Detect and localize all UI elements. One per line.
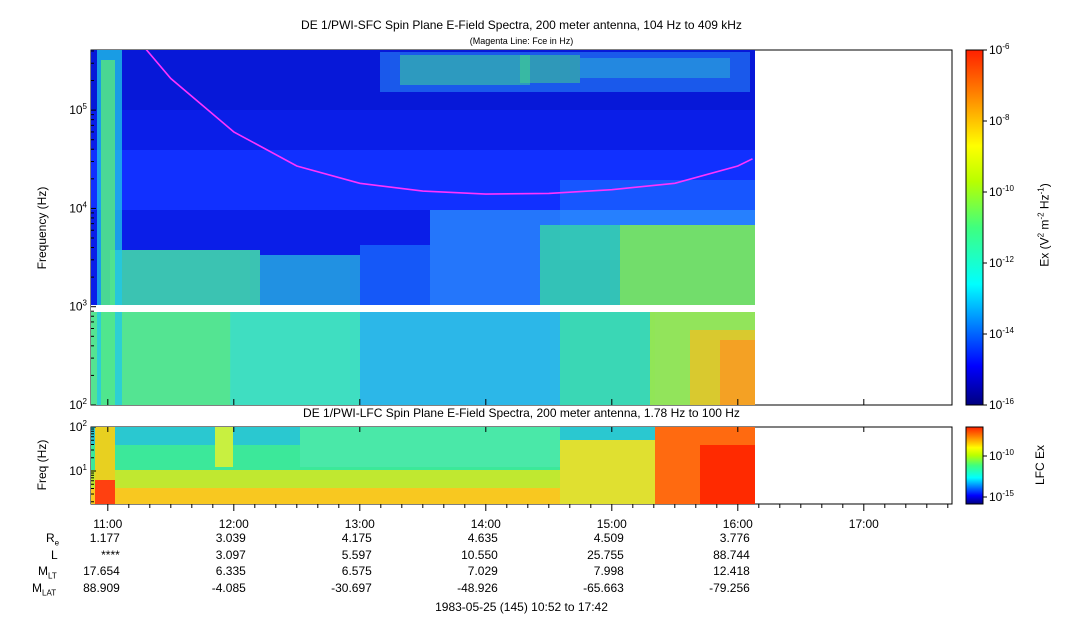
sfc-y-tick-label: 104	[69, 200, 87, 215]
ephemeris-value: 25.755	[587, 548, 624, 562]
lfc-colorbar-label: LFC Ex	[1033, 444, 1047, 486]
ephem-label-re: Re	[46, 531, 60, 548]
time-tick-label: 11:00	[93, 517, 122, 531]
ephemeris-value: -79.256	[709, 581, 750, 595]
time-tick-label: 14:00	[471, 517, 501, 531]
ephemeris-value: -65.663	[583, 581, 624, 595]
sfc-y-tick-label: 105	[69, 102, 87, 117]
ephemeris-value: 3.776	[719, 531, 750, 545]
ephemeris-value: -4.085	[211, 581, 246, 595]
ephemeris-value: 1.177	[89, 531, 120, 545]
ephemeris-value: 5.597	[341, 548, 372, 562]
time-tick-label: 17:00	[849, 517, 879, 531]
ephemeris-value: 10.550	[461, 548, 498, 562]
time-tick-label: 16:00	[723, 517, 753, 531]
time-tick-label: 13:00	[345, 517, 375, 531]
ephemeris-value: 4.175	[341, 531, 372, 545]
sfc-colorbar-tick-label: 10-14	[989, 326, 1014, 341]
lfc-colorbar-tick-label: 10-15	[989, 489, 1014, 504]
lfc-y-tick-label: 102	[69, 419, 87, 434]
ephem-label-mlat: MLAT	[32, 581, 57, 598]
lfc-colorbar-tick-label: 10-10	[989, 448, 1014, 463]
time-range-footer: 1983-05-25 (145) 10:52 to 17:42	[435, 600, 608, 614]
sfc-y-axis-label: Frequency (Hz)	[35, 186, 49, 270]
sfc-colorbar-tick-label: 10-8	[989, 113, 1010, 128]
ephemeris-value: -48.926	[457, 581, 498, 595]
ephemeris-value: 3.097	[215, 548, 246, 562]
ephemeris-value: 4.635	[467, 531, 498, 545]
sfc-y-tick-label: 102	[69, 397, 87, 412]
ephemeris-value: 4.509	[593, 531, 624, 545]
lfc-y-axis-label: Freq (Hz)	[35, 439, 49, 491]
ephemeris-value: 6.335	[215, 564, 246, 578]
ephem-label-l: L	[51, 548, 58, 562]
sfc-colorbar-tick-label: 10-16	[989, 397, 1014, 412]
sfc-colorbar-label: Ex (V2 m-2 Hz-1)	[1036, 183, 1052, 267]
time-tick-label: 12:00	[219, 517, 249, 531]
ephem-label-mlt: MLT	[38, 564, 57, 581]
ephemeris-value: 7.998	[593, 564, 624, 578]
fce-line	[145, 50, 753, 195]
ephemeris-value: -30.697	[331, 581, 372, 595]
time-tick-label: 15:00	[597, 517, 627, 531]
sfc-subtitle: (Magenta Line: Fce in Hz)	[469, 36, 574, 46]
ephemeris-value: 3.039	[215, 531, 246, 545]
sfc-colorbar-tick-label: 10-10	[989, 184, 1014, 199]
ephemeris-value: ****	[101, 548, 120, 562]
ephemeris-value: 6.575	[341, 564, 372, 578]
sfc-colorbar-tick-label: 10-6	[989, 42, 1010, 57]
sfc-title: DE 1/PWI-SFC Spin Plane E-Field Spectra,…	[301, 18, 742, 32]
sfc-y-tick-label: 103	[69, 299, 87, 314]
sfc-spectrogram	[91, 50, 755, 405]
ephemeris-value: 7.029	[467, 564, 498, 578]
ephemeris-value: 12.418	[713, 564, 750, 578]
sfc-colorbar	[965, 49, 984, 406]
ephemeris-value: 88.909	[83, 581, 120, 595]
lfc-colorbar	[965, 426, 984, 505]
lfc-y-tick-label: 101	[69, 463, 87, 478]
ephemeris-value: 88.744	[713, 548, 750, 562]
ephemeris-value: 17.654	[83, 564, 120, 578]
sfc-colorbar-tick-label: 10-12	[989, 255, 1014, 270]
lfc-title: DE 1/PWI-LFC Spin Plane E-Field Spectra,…	[303, 406, 740, 420]
lfc-spectrogram	[91, 427, 755, 504]
